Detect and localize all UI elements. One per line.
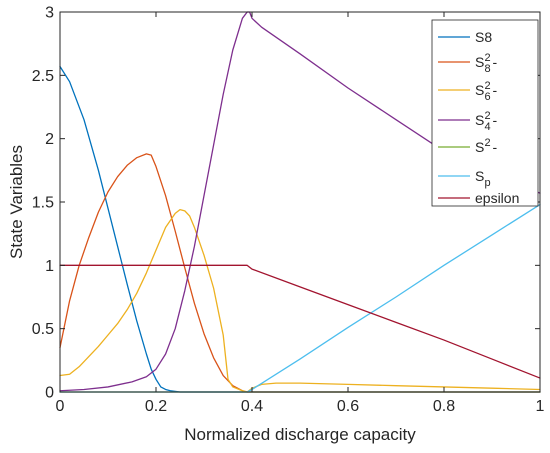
legend-label-0: S8	[475, 29, 492, 45]
legend-label-sub-2: 6	[485, 91, 491, 103]
y-tick-label-5: 2.5	[32, 68, 54, 85]
x-tick-label-4: 0.8	[433, 398, 455, 415]
y-tick-label-0: 0	[45, 385, 54, 402]
x-tick-label-3: 0.6	[337, 398, 359, 415]
legend-label-5: Sp	[475, 168, 491, 189]
legend-label-1: S2 8-	[475, 52, 498, 75]
legend-label-base-6: epsilon	[475, 190, 519, 206]
y-tick-label-6: 3	[45, 5, 54, 22]
legend-label-2: S2 6-	[475, 80, 498, 103]
series-line-6	[59, 264, 541, 379]
series-line-3	[59, 11, 541, 392]
y-axis-label: State Variables	[7, 145, 26, 259]
legend-label-3: S2 4-	[475, 110, 498, 133]
legend-label-6: epsilon	[475, 190, 519, 206]
y-tick-label-2: 1	[45, 258, 54, 275]
legend-label-base-3: S	[475, 112, 484, 128]
legend-label-sub-1: 8	[485, 63, 491, 75]
legend-label-sup-3: 2	[485, 110, 491, 122]
legend-label-sub-5: p	[485, 177, 491, 189]
legend-label-base-4: S	[475, 139, 484, 155]
legend-label-sup-1: 2	[485, 52, 491, 64]
legend-label-suffix-1: -	[493, 54, 498, 70]
legend-label-base-5: S	[475, 168, 484, 184]
legend-box	[431, 19, 539, 207]
legend-label-base-1: S	[475, 54, 484, 70]
legend-label-suffix-4: -	[493, 139, 498, 155]
series-lines	[59, 11, 541, 393]
legend-label-suffix-2: -	[493, 82, 498, 98]
x-tick-label-0: 0	[56, 398, 65, 415]
legend-label-4: S2-	[475, 137, 498, 155]
y-tick-label-3: 1.5	[32, 195, 54, 212]
y-tick-label-4: 2	[45, 131, 54, 148]
legend-label-base-0: S8	[475, 29, 492, 45]
x-tick-label-2: 0.4	[241, 398, 263, 415]
legend-label-suffix-3: -	[493, 112, 498, 128]
axis-ticks: 0 0.2 0.4 0.6 0.8 1 0 0.5 1 1.5 2 2.5 3	[32, 5, 545, 416]
legend-label-sup-2: 2	[485, 80, 491, 92]
x-axis-label: Normalized discharge capacity	[184, 425, 416, 444]
legend-label-sub-3: 4	[485, 121, 491, 133]
y-tick-label-1: 0.5	[32, 321, 54, 338]
legend-label-base-2: S	[475, 82, 484, 98]
x-tick-label-1: 0.2	[145, 398, 167, 415]
legend-label-sup-4: 2	[485, 137, 491, 149]
x-tick-label-5: 1	[536, 398, 545, 415]
series-line-2	[59, 208, 541, 393]
